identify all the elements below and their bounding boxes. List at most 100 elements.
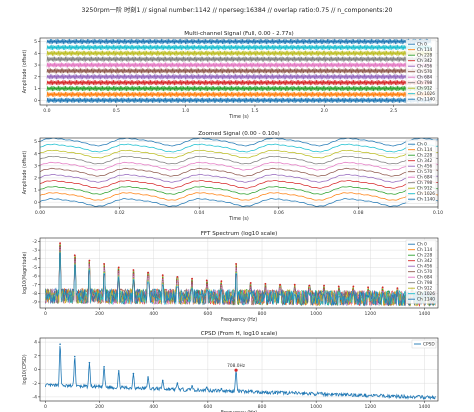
chart-0-legend-label: Ch 1140 bbox=[417, 97, 435, 103]
chart-2-legend-label: Ch 798 bbox=[417, 280, 433, 286]
chart-0-xtick-label: 2.5 bbox=[390, 108, 397, 114]
chart-3-xtick-label: 1000 bbox=[310, 404, 322, 410]
chart-3-xtick-label: 800 bbox=[258, 404, 267, 410]
chart-1-legend-label: Ch 342 bbox=[417, 158, 433, 164]
chart-2-xtick-label: 200 bbox=[95, 311, 104, 317]
chart-0-xtick-label: 0.0 bbox=[43, 108, 50, 114]
chart-2-peak-point bbox=[264, 282, 267, 285]
chart-2-peak-point bbox=[220, 280, 223, 283]
chart-2-peak-point bbox=[381, 286, 384, 289]
chart-3-title: CPSD (From H, log10 scale) bbox=[201, 331, 278, 337]
chart-2-plot bbox=[45, 242, 436, 307]
chart-2-legend-label: Ch 228 bbox=[417, 253, 433, 259]
chart-2-legend-label: Ch 1026 bbox=[417, 291, 435, 297]
chart-1-frame bbox=[39, 137, 439, 208]
chart-1-xlabel: Time (s) bbox=[228, 216, 249, 222]
chart-1-ytick-label: 1 bbox=[34, 188, 37, 194]
chart-1-ytick-label: 2 bbox=[34, 176, 37, 182]
chart-3-ytick-label: -2 bbox=[32, 381, 37, 387]
chart-2-peak-point bbox=[103, 263, 105, 265]
chart-0-series-line bbox=[46, 38, 432, 45]
chart-2-xtick-label: 0 bbox=[44, 311, 47, 317]
chart-2-peak-point bbox=[117, 266, 120, 269]
chart-1-legend-label: Ch 114 bbox=[417, 147, 433, 153]
chart-2-xtick-label: 800 bbox=[258, 311, 267, 317]
chart-2-axes: 0 200 400 600 800 1000 1200 1400 -9 -8 -7 -6 -5 -4 -3 -… bbox=[22, 231, 438, 323]
chart-2-xtick-label: 1400 bbox=[419, 311, 431, 317]
chart-3-axes: 0 200 400 600 800 1000 1200 1400 -4 -2 0 2 4 CPSD (Fr… bbox=[22, 331, 438, 412]
chart-0-xtick-label: 2.0 bbox=[321, 108, 328, 114]
chart-2-xtick-label: 400 bbox=[149, 311, 158, 317]
chart-2-legend-label: Ch 0 bbox=[417, 242, 427, 248]
chart-2-peak-point bbox=[132, 269, 135, 271]
chart-0-series-line bbox=[46, 80, 432, 86]
chart-3-legend-box bbox=[411, 339, 437, 349]
chart-3-peak-point bbox=[73, 355, 76, 358]
chart-1-legend-label: Ch 1140 bbox=[417, 197, 435, 203]
chart-3-xtick-label: 200 bbox=[95, 404, 104, 410]
chart-2-peak-point bbox=[249, 282, 252, 284]
chart-3-peak-point bbox=[88, 361, 91, 364]
chart-3-peak-point bbox=[176, 382, 179, 384]
chart-3-frame bbox=[39, 337, 439, 402]
chart-3-peak-point bbox=[205, 386, 208, 389]
chart-1-xtick-label: 0.04 bbox=[194, 210, 204, 216]
chart-2-ytick-label: -8 bbox=[32, 291, 37, 297]
chart-1-legend-label: Ch 684 bbox=[417, 175, 433, 181]
chart-2-peak-point bbox=[147, 271, 149, 274]
chart-1-ytick-label: 4 bbox=[34, 151, 37, 157]
chart-0-series-line bbox=[46, 97, 432, 103]
chart-0-xlabel: Time (s) bbox=[228, 114, 249, 120]
chart-1-legend-label: Ch 0 bbox=[417, 142, 427, 148]
chart-0-legend-label: Ch 114 bbox=[417, 47, 433, 53]
chart-2-xtick-label: 600 bbox=[203, 311, 212, 317]
chart-0-series-line bbox=[46, 50, 432, 56]
chart-3-peak-point bbox=[117, 370, 120, 372]
chart-1-xtick-label: 0.00 bbox=[35, 210, 45, 216]
chart-3-peak-point bbox=[191, 385, 193, 387]
chart-2-peak-point bbox=[176, 275, 179, 278]
chart-3-marker-label: 708.0Hz bbox=[227, 363, 246, 369]
chart-0-xtick-label: 0.5 bbox=[113, 108, 120, 114]
chart-0-legend-label: Ch 456 bbox=[417, 64, 433, 70]
chart-3-peak-point bbox=[103, 365, 105, 368]
chart-2-ytick-label: -6 bbox=[32, 274, 37, 280]
chart-0-legend-label: Ch 0 bbox=[417, 42, 427, 48]
chart-3-xlabel: Frequency (Hz) bbox=[221, 410, 257, 412]
chart-1-xtick-label: 0.10 bbox=[433, 210, 443, 216]
chart-2-series-line bbox=[45, 252, 436, 306]
chart-2-ytick-label: -9 bbox=[32, 300, 37, 306]
chart-3-ytick-label: 2 bbox=[34, 353, 37, 359]
chart-3-peak-point bbox=[293, 392, 296, 395]
chart-2-legend-label: Ch 342 bbox=[417, 258, 433, 264]
chart-2-peak-point bbox=[161, 274, 164, 277]
chart-2-peak-point bbox=[337, 285, 340, 288]
chart-2-peak-point bbox=[293, 283, 296, 286]
chart-0-series-line bbox=[46, 74, 432, 80]
chart-2-peak-point bbox=[235, 263, 237, 265]
chart-2-legend-label: Ch 912 bbox=[417, 286, 433, 292]
chart-1-legend-label: Ch 456 bbox=[417, 164, 433, 170]
chart-2-frame bbox=[39, 237, 439, 309]
chart-0-series-line bbox=[46, 91, 432, 98]
chart-2-peak-point bbox=[88, 259, 91, 262]
chart-0-legend-label: Ch 228 bbox=[417, 53, 433, 59]
chart-0-xtick-label: 1.5 bbox=[251, 108, 258, 114]
chart-3-xtick-label: 600 bbox=[203, 404, 212, 410]
chart-1-series-line bbox=[40, 143, 438, 153]
chart-3-legend-label: CPSD bbox=[423, 342, 435, 348]
chart-3-peak-point bbox=[279, 391, 281, 394]
chart-0-series-line bbox=[46, 62, 432, 68]
chart-0-ytick-label: 5 bbox=[34, 39, 37, 45]
chart-1-ytick-label: 5 bbox=[34, 139, 37, 145]
chart-2-peak-point bbox=[73, 254, 76, 257]
chart-1-xtick-label: 0.06 bbox=[274, 210, 284, 216]
chart-2-legend-label: Ch 684 bbox=[417, 275, 433, 281]
chart-2-series-line bbox=[45, 253, 436, 307]
chart-1-ytick-label: 3 bbox=[34, 163, 37, 169]
chart-0-ytick-label: 2 bbox=[34, 74, 37, 80]
chart-0-series-line bbox=[46, 44, 432, 51]
chart-2-ytick-label: -4 bbox=[32, 256, 37, 262]
